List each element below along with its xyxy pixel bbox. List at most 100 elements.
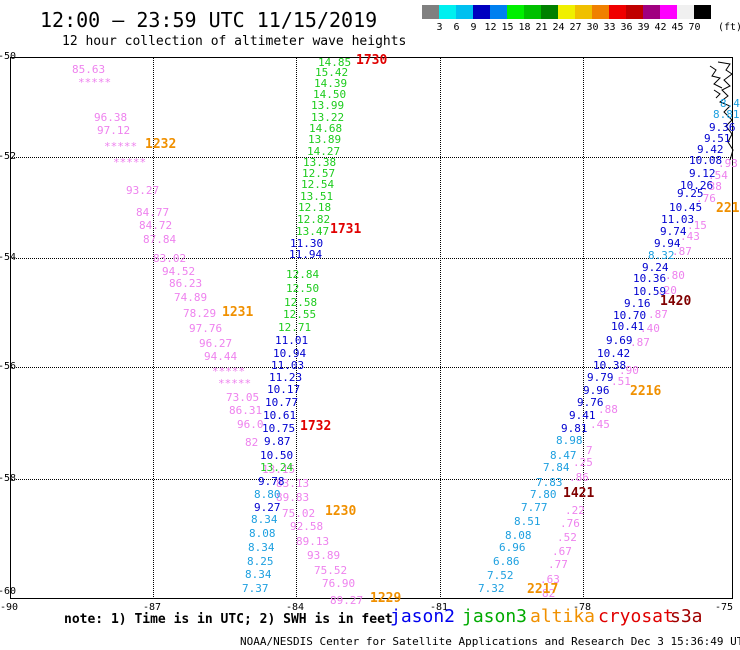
wave-height-value: 83.13 — [276, 477, 310, 490]
wave-height-value: 10.26 — [680, 179, 714, 192]
wave-height-value: 12.57 — [302, 167, 336, 180]
wave-height-value: 10.77 — [265, 396, 299, 409]
legend-label: 6 — [453, 22, 460, 33]
satellite-name-jason2: jason2 — [390, 606, 456, 627]
wave-height-value: 93.89 — [307, 549, 341, 562]
wave-height-value: 9.51 — [704, 132, 731, 145]
wave-height-value: .43 — [680, 230, 700, 243]
wave-height-value: .40 — [640, 322, 660, 335]
wave-height-value: 12.82 — [297, 213, 331, 226]
wave-height-value: 11.03 — [661, 213, 695, 226]
grid-line-lat — [10, 157, 733, 158]
wave-height-value: 82 — [245, 436, 259, 449]
legend-swatch — [541, 5, 558, 19]
wave-height-value: 96.38 — [94, 111, 128, 124]
legend-swatch — [677, 5, 694, 19]
satellite-name-cryosat: cryosat — [598, 606, 674, 627]
wave-height-value: 8.47 — [550, 449, 577, 462]
pass-time-label: 1232 — [145, 137, 177, 152]
wave-height-value: 10.42 — [597, 347, 631, 360]
wave-height-value: 15.42 — [315, 66, 349, 79]
wave-height-value: 9.16 — [624, 297, 651, 310]
wave-height-value: 9.69 — [606, 334, 633, 347]
wave-height-value: 10.75 — [262, 422, 296, 435]
wave-height-value: .38 — [702, 180, 722, 193]
grid-line-lat — [10, 367, 733, 368]
wave-height-value: ***** — [78, 76, 112, 89]
grid-line-lon — [153, 57, 154, 599]
wave-height-value: 9.87 — [264, 435, 291, 448]
grid-line-lon — [296, 57, 297, 599]
grid-line-lat — [10, 258, 733, 259]
wave-height-value: 13.15 — [262, 463, 296, 476]
wave-height-value: 9.27 — [254, 501, 281, 514]
wave-height-value: .88 — [598, 403, 618, 416]
pass-time-label: 221 — [716, 201, 740, 216]
note-text: note: 1) Time is in UTC; 2) SWH is in fe… — [64, 612, 393, 627]
wave-height-value: 11.03 — [271, 359, 305, 372]
wave-height-value: 11.23 — [269, 371, 303, 384]
wave-height-value: .86 — [569, 471, 589, 484]
wave-height-value: 9.76 — [577, 396, 604, 409]
lat-label: -50 — [0, 51, 17, 62]
wave-height-value: 11.30 — [290, 237, 324, 250]
wave-height-value: .22 — [565, 504, 585, 517]
legend-swatch — [473, 5, 490, 19]
wave-height-value: 75.52 — [314, 564, 348, 577]
wave-height-value: 84.77 — [136, 206, 170, 219]
wave-height-value: 96.27 — [199, 337, 233, 350]
wave-height-value: 14.39 — [314, 77, 348, 90]
wave-height-value: ***** — [212, 365, 246, 378]
legend-swatch — [660, 5, 677, 19]
wave-height-value: 6.86 — [493, 555, 520, 568]
wave-height-value: 12.84 — [286, 268, 320, 281]
grid-line-lon — [583, 57, 584, 599]
legend-swatch — [609, 5, 626, 19]
wave-height-value: 8.81 — [713, 108, 740, 121]
wave-height-value: 10.45 — [669, 201, 703, 214]
legend-swatch — [422, 5, 439, 19]
wave-height-value: .63 — [540, 573, 560, 586]
wave-height-value: 8.43 — [720, 97, 740, 110]
wave-height-value: 9.12 — [689, 167, 716, 180]
wave-height-value: 9.96 — [583, 384, 610, 397]
wave-height-value: 8.34 — [251, 513, 278, 526]
wave-height-value: 7.52 — [487, 569, 514, 582]
wave-height-value: 8.32 — [648, 249, 675, 262]
lat-label: -54 — [0, 252, 17, 263]
satellite-name-jason3: jason3 — [462, 606, 528, 627]
wave-height-value: 85.63 — [72, 63, 106, 76]
lon-label: -75 — [715, 602, 734, 613]
wave-height-value: 10.94 — [273, 347, 307, 360]
wave-height-value: 92.58 — [290, 520, 324, 533]
legend-label: 27 — [569, 22, 582, 33]
wave-height-value: 8.34 — [248, 541, 275, 554]
legend-label: 15 — [501, 22, 514, 33]
grid-line-lon — [440, 57, 441, 599]
wave-height-value: 13.38 — [303, 156, 337, 169]
wave-height-value: .77 — [548, 558, 568, 571]
wave-height-value: ***** — [104, 140, 138, 153]
legend-label: 45 — [671, 22, 684, 33]
wave-height-value: 7.84 — [543, 461, 570, 474]
wave-height-value: 9.74 — [660, 225, 687, 238]
legend-label: 70 — [688, 22, 701, 33]
legend-label: 30 — [586, 22, 599, 33]
wave-height-value: 9.42 — [697, 143, 724, 156]
legend-label: 9 — [470, 22, 477, 33]
legend-label: 21 — [535, 22, 548, 33]
wave-height-value: .93 — [718, 157, 738, 170]
wave-height-value: 13.99 — [311, 99, 345, 112]
lon-label: -78 — [573, 602, 592, 613]
lat-label: -56 — [0, 361, 17, 372]
wave-height-value: 89.83 — [276, 491, 310, 504]
wave-height-value: .52 — [557, 531, 577, 544]
legend-swatch — [490, 5, 507, 19]
wave-height-value: 7 — [586, 444, 593, 457]
legend-label: 3 — [436, 22, 443, 33]
pass-time-label: 1731 — [330, 222, 362, 237]
grid-line-lat — [10, 479, 733, 480]
wave-height-value: 9.36 — [709, 121, 736, 134]
wave-height-value: 96.0 — [237, 418, 264, 431]
legend-swatch — [456, 5, 473, 19]
